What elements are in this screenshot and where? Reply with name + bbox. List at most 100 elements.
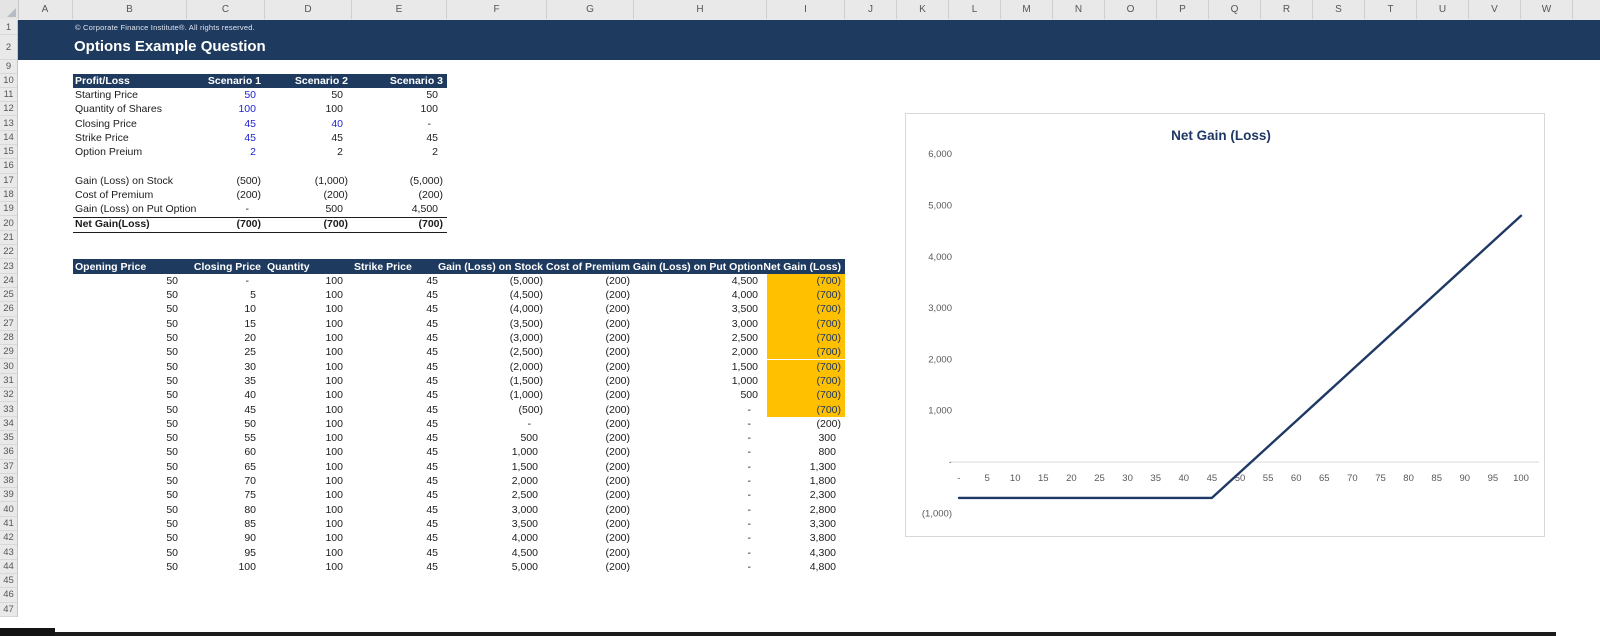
table-cell[interactable]: 4,000 bbox=[511, 532, 538, 545]
table-cell[interactable]: 100 bbox=[238, 560, 256, 573]
table-cell[interactable]: - bbox=[245, 274, 250, 287]
table-cell[interactable]: (200) bbox=[605, 546, 630, 559]
column-header-S[interactable]: S bbox=[1313, 0, 1365, 19]
scenario-value[interactable]: (5,000) bbox=[409, 174, 443, 187]
table-cell[interactable]: 100 bbox=[325, 317, 343, 330]
table-cell[interactable]: - bbox=[747, 517, 752, 530]
column-header-O[interactable]: O bbox=[1105, 0, 1157, 19]
column-header-U[interactable]: U bbox=[1417, 0, 1469, 19]
row-header-31[interactable]: 31 bbox=[0, 374, 17, 389]
table-cell[interactable]: 45 bbox=[426, 460, 438, 473]
table-cell[interactable]: 100 bbox=[325, 560, 343, 573]
table-cell[interactable]: (200) bbox=[605, 289, 630, 302]
table-cell[interactable]: - bbox=[747, 403, 752, 416]
table-cell[interactable]: 4,300 bbox=[809, 546, 836, 559]
table-cell[interactable]: 50 bbox=[166, 446, 178, 459]
scenario-value[interactable]: 2 bbox=[337, 146, 343, 159]
column-header-R[interactable]: R bbox=[1261, 0, 1313, 19]
row-header-22[interactable]: 22 bbox=[0, 245, 17, 260]
table-cell[interactable]: 4,000 bbox=[731, 289, 758, 302]
scenario-total-value[interactable]: (700) bbox=[323, 217, 348, 230]
table-cell[interactable]: (700) bbox=[767, 388, 845, 403]
table-cell[interactable]: (200) bbox=[605, 560, 630, 573]
row-header-26[interactable]: 26 bbox=[0, 302, 17, 317]
table-cell[interactable]: 2,000 bbox=[511, 475, 538, 488]
table-cell[interactable]: 2,800 bbox=[809, 503, 836, 516]
row-headers[interactable]: 1 2 9 10 11 12 13 14 15 16 17 18 19 20 21 22 23 24 25 26 27 2… bbox=[0, 20, 18, 617]
row-header-33[interactable]: 33 bbox=[0, 402, 17, 417]
table-cell[interactable]: (200) bbox=[605, 403, 630, 416]
table-cell[interactable]: 100 bbox=[325, 374, 343, 387]
table-header-0[interactable]: Opening Price bbox=[73, 259, 187, 274]
scenario-header-2[interactable]: Scenario 2 bbox=[265, 73, 352, 88]
scenario-header-3[interactable]: Scenario 3 bbox=[352, 73, 447, 88]
table-cell[interactable]: 50 bbox=[166, 475, 178, 488]
table-cell[interactable]: - bbox=[747, 460, 752, 473]
table-cell[interactable]: (200) bbox=[605, 332, 630, 345]
table-cell[interactable]: (200) bbox=[605, 532, 630, 545]
row-header-19[interactable]: 19 bbox=[0, 202, 17, 217]
table-cell[interactable]: 60 bbox=[244, 446, 256, 459]
column-header-F[interactable]: F bbox=[447, 0, 547, 19]
table-cell[interactable]: (200) bbox=[605, 274, 630, 287]
table-cell[interactable]: 100 bbox=[325, 303, 343, 316]
net-gain-loss-chart[interactable]: Net Gain (Loss) 6,000 5,000 4,000 3,000 2,000… bbox=[905, 113, 1545, 537]
table-cell[interactable]: (200) bbox=[605, 360, 630, 373]
row-header-44[interactable]: 44 bbox=[0, 560, 17, 574]
table-cell[interactable]: 100 bbox=[325, 489, 343, 502]
row-header-1[interactable]: 1 bbox=[0, 20, 17, 35]
table-cell[interactable]: 50 bbox=[166, 460, 178, 473]
scenario-value[interactable]: 50 bbox=[426, 88, 438, 101]
row-header-43[interactable]: 43 bbox=[0, 545, 17, 560]
table-cell[interactable]: 500 bbox=[740, 389, 758, 402]
table-cell[interactable]: 3,000 bbox=[511, 503, 538, 516]
table-cell[interactable]: 4,500 bbox=[511, 546, 538, 559]
scenario-row-label[interactable]: Gain (Loss) on Stock bbox=[75, 174, 174, 187]
scenario-total-label[interactable]: Net Gain(Loss) bbox=[75, 217, 150, 230]
table-cell[interactable]: (200) bbox=[605, 317, 630, 330]
table-cell[interactable]: 45 bbox=[426, 560, 438, 573]
table-cell[interactable]: 50 bbox=[166, 274, 178, 287]
table-cell[interactable]: (200) bbox=[605, 460, 630, 473]
table-cell[interactable]: (200) bbox=[605, 446, 630, 459]
scenario-value[interactable]: (200) bbox=[323, 189, 348, 202]
column-header-N[interactable]: N bbox=[1053, 0, 1105, 19]
table-cell[interactable]: - bbox=[747, 532, 752, 545]
scenario-value[interactable]: 45 bbox=[426, 131, 438, 144]
row-header-13[interactable]: 13 bbox=[0, 116, 17, 131]
table-cell[interactable]: (700) bbox=[767, 373, 845, 389]
table-cell[interactable]: 20 bbox=[244, 332, 256, 345]
table-cell[interactable]: 45 bbox=[426, 475, 438, 488]
table-cell[interactable]: 70 bbox=[244, 475, 256, 488]
row-header-14[interactable]: 14 bbox=[0, 131, 17, 145]
table-cell[interactable]: 45 bbox=[426, 403, 438, 416]
table-cell[interactable]: 45 bbox=[426, 532, 438, 545]
table-cell[interactable]: 3,800 bbox=[809, 532, 836, 545]
row-header-45[interactable]: 45 bbox=[0, 574, 17, 589]
table-cell[interactable]: - bbox=[747, 560, 752, 573]
table-cell[interactable]: 45 bbox=[426, 360, 438, 373]
table-cell[interactable]: (1,000) bbox=[509, 389, 543, 402]
table-cell[interactable]: (3,000) bbox=[509, 332, 543, 345]
table-cell[interactable]: (200) bbox=[605, 346, 630, 359]
table-cell[interactable]: 50 bbox=[166, 346, 178, 359]
table-cell[interactable]: 4,500 bbox=[731, 274, 758, 287]
table-cell[interactable]: 1,300 bbox=[809, 460, 836, 473]
column-header-Q[interactable]: Q bbox=[1209, 0, 1261, 19]
net-gain-series-line[interactable] bbox=[957, 214, 1523, 500]
table-cell[interactable]: (2,000) bbox=[509, 360, 543, 373]
table-cell[interactable]: 50 bbox=[166, 432, 178, 445]
scenario-row-label[interactable]: Quantity of Shares bbox=[75, 103, 162, 116]
table-cell[interactable]: - bbox=[527, 417, 532, 430]
select-all-corner[interactable] bbox=[0, 0, 19, 19]
scenario-value[interactable]: - bbox=[427, 117, 432, 130]
row-header-12[interactable]: 12 bbox=[0, 102, 17, 117]
table-cell[interactable]: 25 bbox=[244, 346, 256, 359]
table-cell[interactable]: (700) bbox=[767, 316, 845, 331]
table-cell[interactable]: 300 bbox=[818, 432, 836, 445]
row-header-36[interactable]: 36 bbox=[0, 445, 17, 460]
scenario-row-label[interactable]: Starting Price bbox=[75, 88, 139, 101]
table-cell[interactable]: (200) bbox=[605, 517, 630, 530]
table-cell[interactable]: 1,000 bbox=[731, 374, 758, 387]
row-header-27[interactable]: 27 bbox=[0, 317, 17, 331]
